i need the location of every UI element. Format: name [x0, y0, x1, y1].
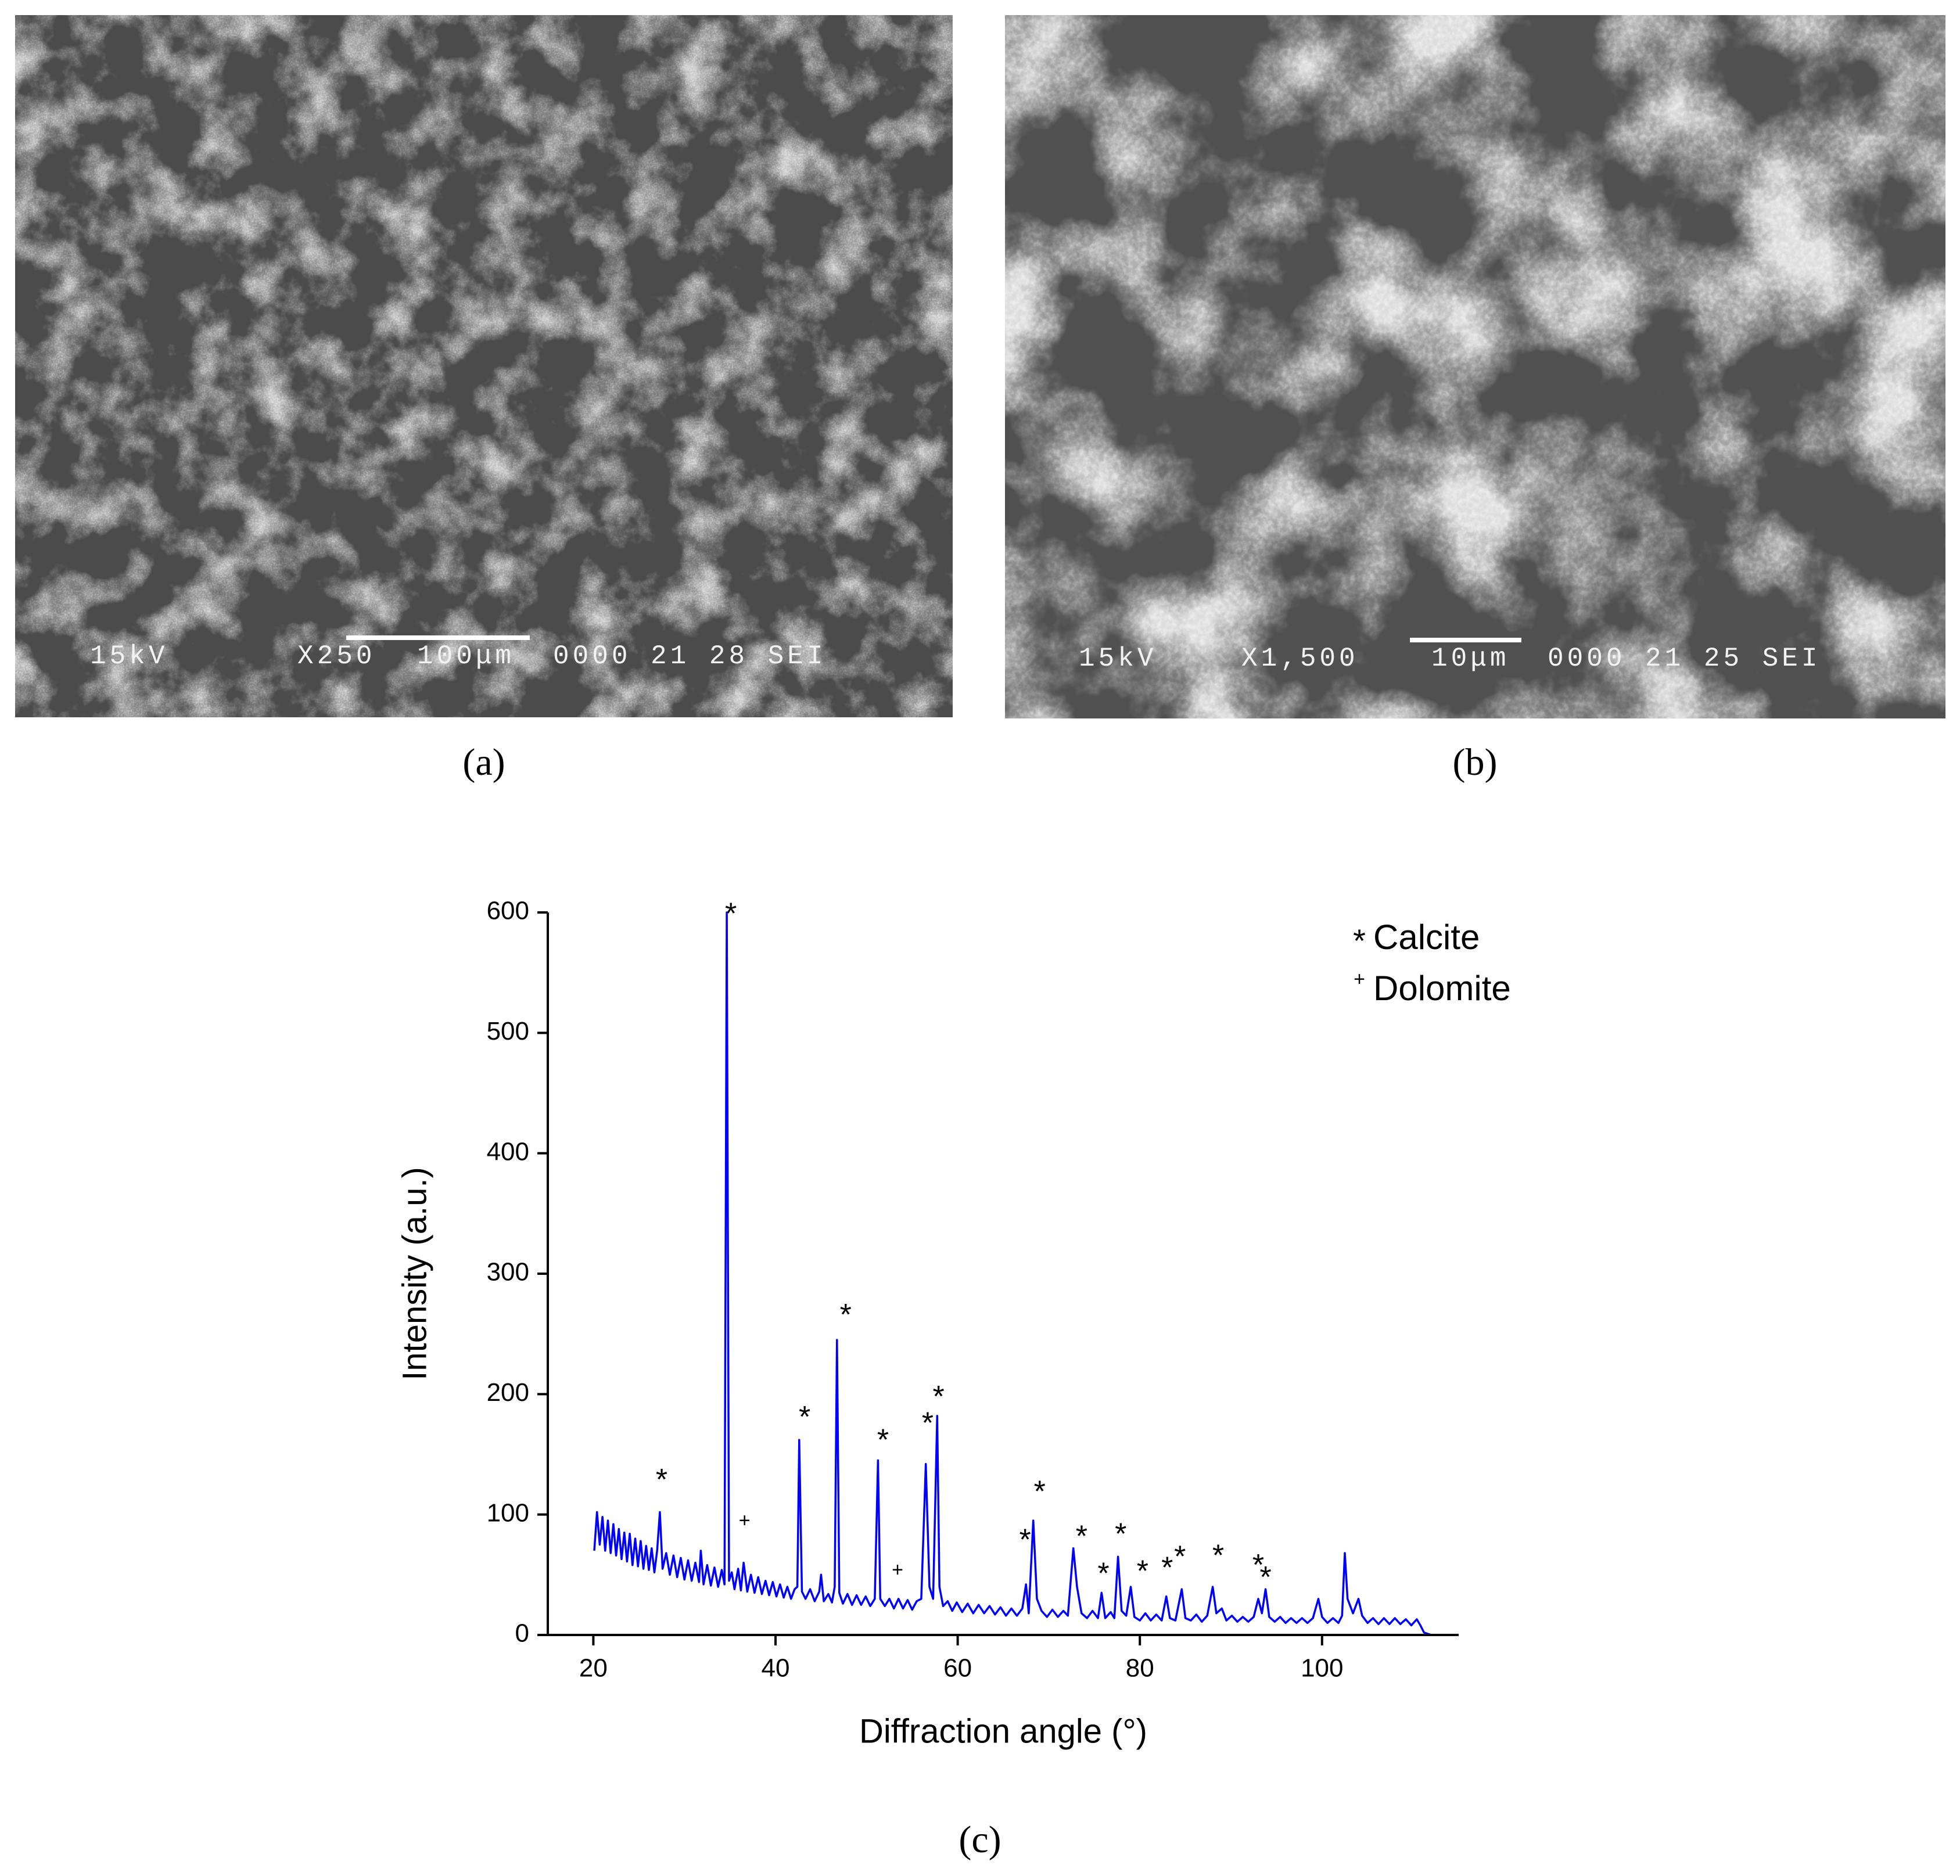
y-tick-label: 600 — [487, 897, 529, 925]
peak-marker: * — [1034, 1475, 1046, 1509]
sem-voltage: 15kV — [1079, 644, 1157, 674]
y-tick-label: 100 — [487, 1498, 529, 1527]
peak-marker: * — [877, 1424, 889, 1457]
x-tick-label: 80 — [1126, 1654, 1154, 1683]
legend-label: Calcite — [1373, 918, 1480, 957]
sem-id: 0000 21 28 SEI — [553, 641, 826, 671]
peak-marker: * — [1137, 1555, 1148, 1589]
peak-marker: * — [1212, 1539, 1224, 1573]
sem-image-a: 15kV X250 100μm 0000 21 28 SEI — [15, 15, 953, 717]
peak-marker: * — [1115, 1517, 1126, 1551]
x-tick-label: 40 — [762, 1654, 790, 1683]
x-tick-label: 100 — [1301, 1654, 1343, 1683]
peak-marker: * — [1076, 1519, 1087, 1553]
peak-marker: * — [799, 1400, 810, 1434]
peak-marker: + — [739, 1510, 751, 1532]
sem-magnification: X250 — [297, 641, 375, 671]
y-tick-label: 200 — [487, 1378, 529, 1407]
sem-texture — [15, 15, 953, 717]
legend-label: Dolomite — [1373, 969, 1511, 1008]
peak-marker: * — [1161, 1551, 1173, 1584]
sem-texture — [1005, 15, 1945, 718]
x-tick-label: 60 — [943, 1654, 972, 1683]
sem-voltage: 15kV — [90, 641, 168, 671]
peak-marker: * — [1020, 1523, 1031, 1557]
sem-id: 0000 21 25 SEI — [1548, 644, 1821, 674]
panel-label: (b) — [1453, 741, 1498, 784]
peak-marker: * — [933, 1380, 945, 1414]
x-tick-label: 20 — [579, 1654, 608, 1683]
sem-magnification: X1,500 — [1241, 644, 1359, 674]
sem-scale: 100μm — [417, 641, 515, 671]
y-tick-label: 0 — [515, 1619, 529, 1648]
legend-symbol: + — [1354, 968, 1365, 990]
peak-marker: * — [1259, 1561, 1271, 1594]
y-tick-label: 400 — [487, 1137, 529, 1166]
panel-label: (a) — [462, 741, 505, 784]
sem-image-b: 15kV X1,500 10μm 0000 21 25 SEI — [1005, 15, 1945, 718]
peak-marker: * — [725, 897, 737, 931]
peak-marker: + — [892, 1559, 903, 1581]
panel-label: (c) — [959, 1819, 1001, 1861]
peak-marker: * — [922, 1407, 934, 1440]
legend-symbol: * — [1353, 922, 1366, 959]
peak-marker: * — [1174, 1540, 1186, 1574]
sem-scale: 10μm — [1431, 644, 1509, 674]
y-tick-label: 500 — [487, 1017, 529, 1045]
peak-marker: * — [1252, 1548, 1264, 1582]
x-axis-title: Diffraction angle (°) — [859, 1712, 1147, 1750]
data-line — [593, 911, 1432, 1636]
peak-marker: * — [1097, 1557, 1109, 1591]
y-tick-label: 300 — [487, 1258, 529, 1286]
xrd-chart: 0 100 200 300 400 500 600 20 40 60 80 100 Diffractio… — [396, 897, 1510, 1751]
peak-marker: * — [840, 1298, 852, 1332]
peak-marker: * — [656, 1463, 667, 1497]
y-axis-title: Intensity (a.u.) — [396, 1167, 433, 1380]
